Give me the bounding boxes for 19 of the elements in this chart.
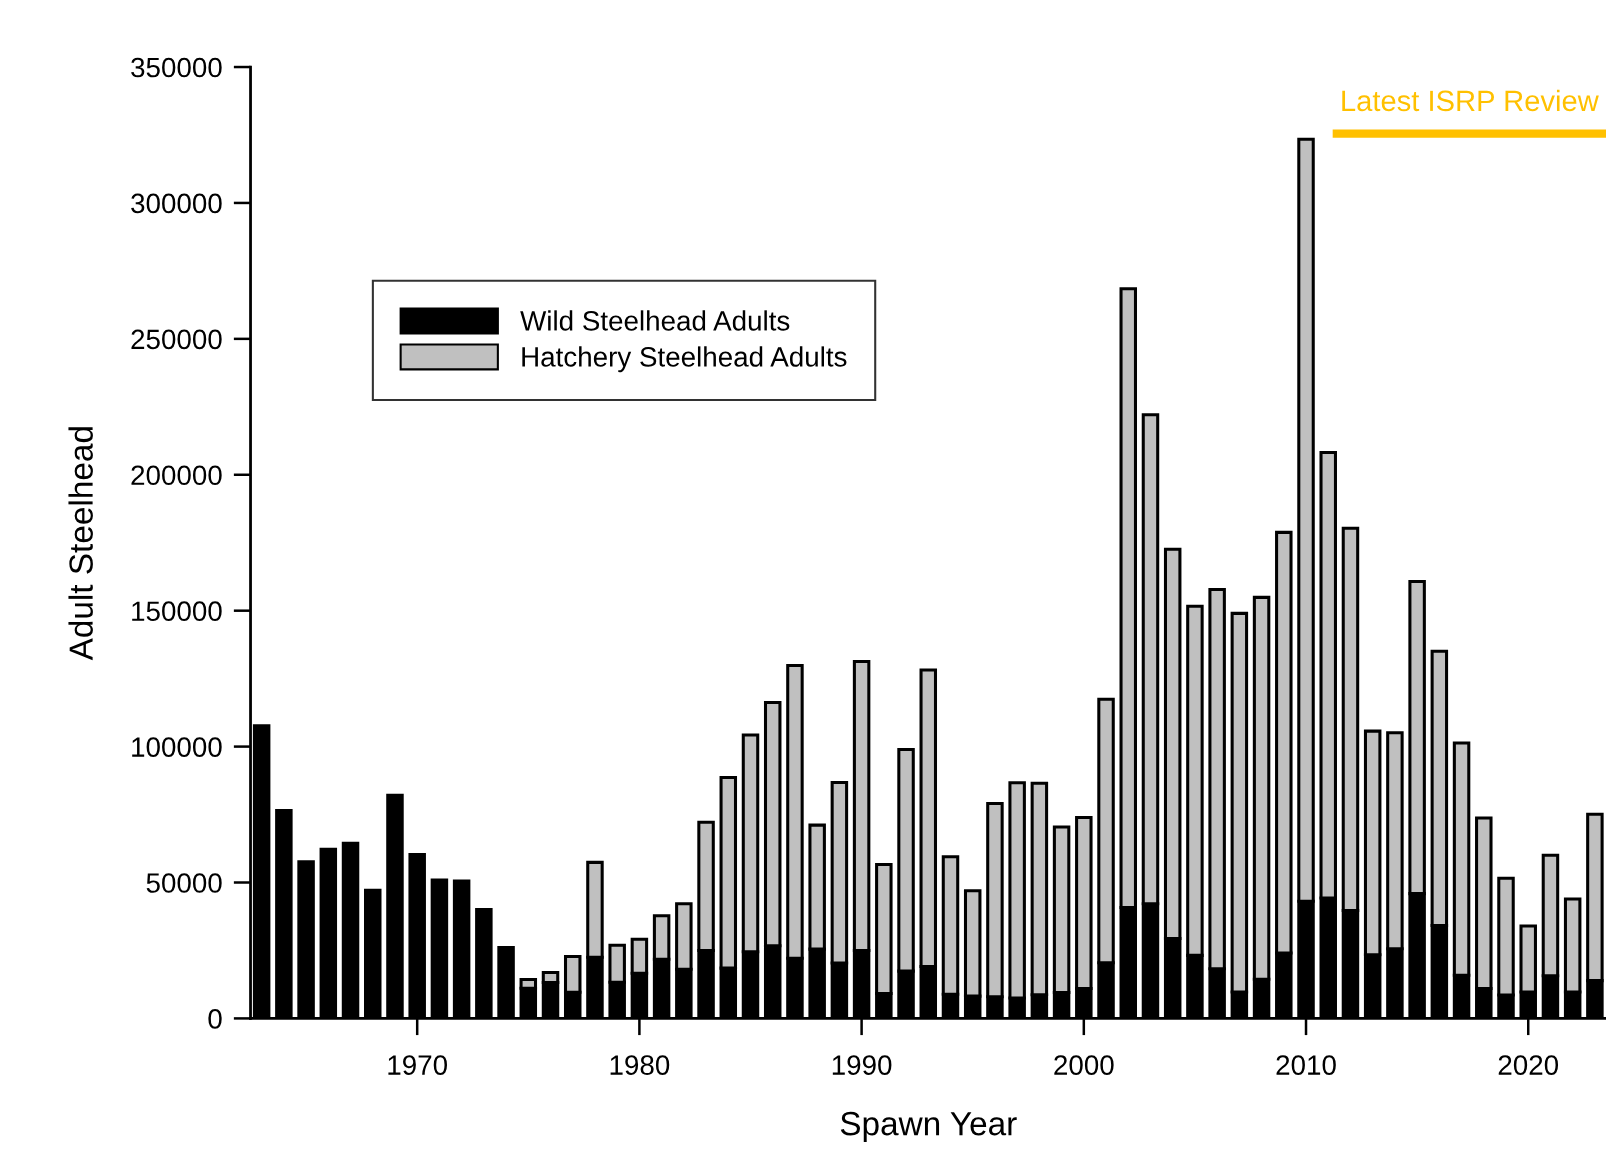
y-tick-label: 100000 bbox=[132, 737, 222, 757]
annotation: Latest ISRP Review bbox=[1342, 89, 1599, 112]
x-tick-label: 1990 bbox=[832, 1055, 892, 1075]
x-tick-label: 1980 bbox=[610, 1055, 670, 1075]
x-tick-label: 1970 bbox=[388, 1055, 448, 1075]
legend-label: Wild Steelhead Adults bbox=[520, 310, 790, 331]
y-tick-label: 350000 bbox=[131, 57, 222, 78]
y-tick-label: 300000 bbox=[131, 193, 222, 214]
y-tick-label: 200000 bbox=[131, 465, 222, 486]
y-axis-title: Adult Steelhead bbox=[68, 427, 93, 661]
x-tick-label: 2020 bbox=[1498, 1055, 1559, 1075]
y-tick-label: 50000 bbox=[146, 873, 222, 893]
y-tick-label: 250000 bbox=[131, 329, 222, 350]
legend-label: Hatchery Steelhead Adults bbox=[522, 346, 847, 373]
y-tick-label: 0 bbox=[208, 1009, 222, 1029]
x-axis-title: Spawn Year bbox=[840, 1111, 1017, 1143]
x-tick-label: 2000 bbox=[1054, 1055, 1114, 1075]
x-tick-label: 2010 bbox=[1276, 1055, 1336, 1075]
y-tick-label: 150000 bbox=[132, 601, 222, 622]
